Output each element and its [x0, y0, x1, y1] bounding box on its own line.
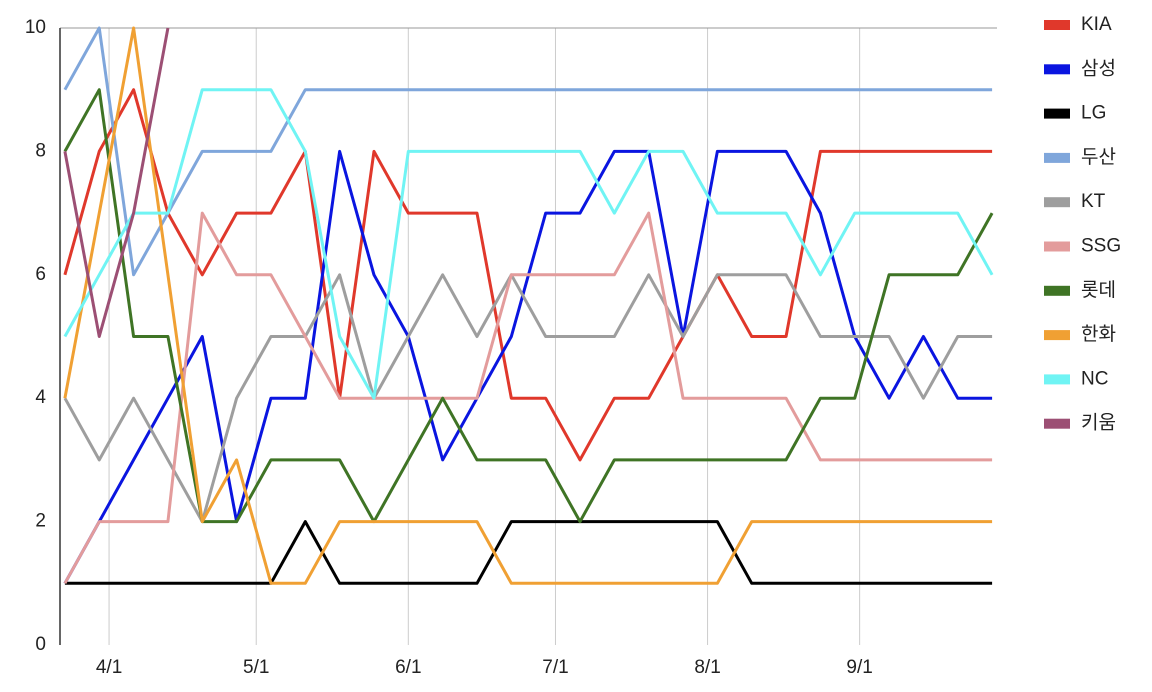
legend-label: 두산 — [1081, 146, 1116, 168]
legend-label: 롯데 — [1081, 279, 1116, 301]
series-line — [63, 88, 994, 400]
legend-swatch — [1044, 197, 1070, 208]
series-line — [63, 26, 993, 585]
series-line — [63, 273, 993, 524]
series-line — [64, 520, 993, 585]
legend-swatch — [1044, 418, 1070, 429]
series-line — [63, 26, 993, 277]
y-tick-label: 8 — [35, 140, 46, 161]
x-tick-label: 4/1 — [96, 657, 122, 678]
x-tick-label: 5/1 — [243, 657, 269, 678]
series-line — [63, 27, 170, 338]
x-tick-label: 6/1 — [395, 657, 421, 678]
y-tick-label: 6 — [35, 264, 46, 285]
legend-swatch — [1044, 64, 1070, 75]
series-line — [63, 88, 994, 524]
y-tick-label: 4 — [35, 387, 46, 408]
x-tick-label: 9/1 — [846, 657, 872, 678]
x-tick-label: 8/1 — [694, 657, 720, 678]
legend-label: SSG — [1081, 236, 1121, 257]
series-line — [63, 211, 993, 585]
legend-label: KT — [1081, 191, 1106, 212]
legend-label: 키움 — [1081, 412, 1116, 434]
legend-swatch — [1044, 285, 1070, 296]
x-tick-label: 7/1 — [542, 657, 568, 678]
legend-label: NC — [1081, 368, 1108, 389]
y-tick-label: 0 — [35, 634, 46, 655]
legend-label: 한화 — [1081, 323, 1116, 345]
legend-label: 삼성 — [1081, 57, 1116, 79]
legend-label: KIA — [1081, 14, 1112, 35]
legend-swatch — [1044, 108, 1070, 119]
legend-swatch — [1044, 20, 1070, 30]
legend-swatch — [1044, 152, 1070, 163]
legend-label: LG — [1081, 103, 1106, 124]
y-tick-label: 10 — [25, 17, 46, 38]
legend-swatch — [1044, 374, 1070, 385]
y-tick-label: 2 — [35, 511, 46, 532]
legend-swatch — [1044, 330, 1070, 341]
legend-swatch — [1044, 241, 1070, 252]
